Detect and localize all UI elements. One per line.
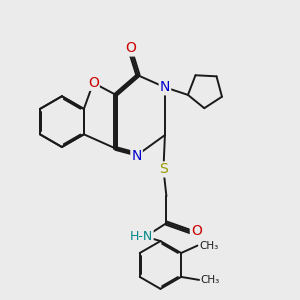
Text: N: N: [160, 80, 170, 94]
Text: H-N: H-N: [129, 230, 153, 243]
Text: O: O: [125, 41, 136, 56]
Text: N: N: [131, 149, 142, 163]
Text: S: S: [159, 162, 168, 176]
Text: O: O: [88, 76, 99, 90]
Text: CH₃: CH₃: [199, 241, 218, 250]
Text: O: O: [191, 224, 202, 238]
Text: CH₃: CH₃: [200, 275, 220, 285]
